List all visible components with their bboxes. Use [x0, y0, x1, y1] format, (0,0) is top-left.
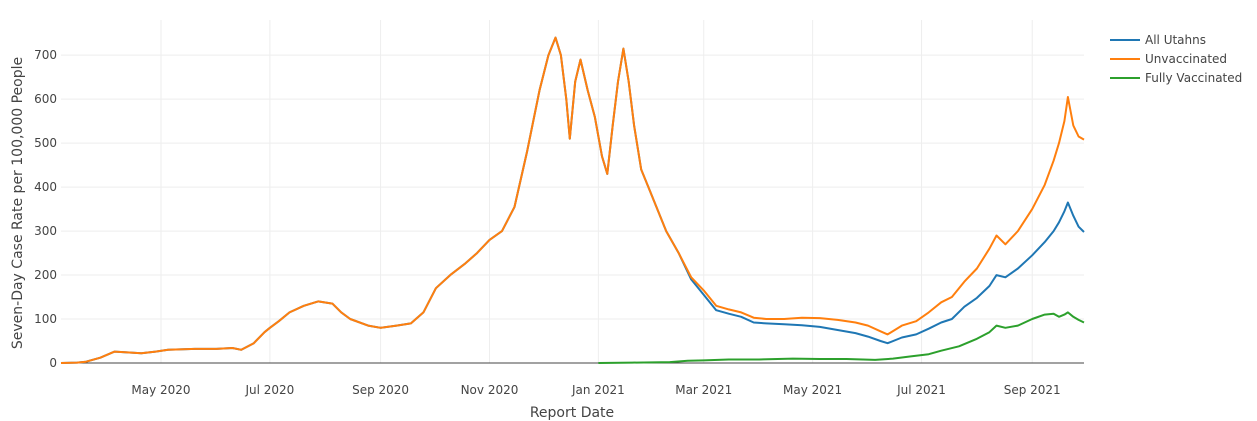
x-axis-title: Report Date [530, 405, 614, 421]
series-lines [60, 36, 1085, 364]
y-tick-label: 400 [34, 180, 57, 194]
y-tick-label: 300 [34, 224, 57, 238]
x-tick-label: Nov 2020 [461, 383, 519, 397]
y-axis-title: Seven-Day Case Rate per 100,000 People [10, 57, 26, 349]
x-tick-labels: May 2020 Jul 2020 Sep 2020 Nov 2020 Jan 2021… [131, 383, 1060, 397]
x-tick-label: Sep 2021 [1004, 383, 1061, 397]
legend-label: Fully Vaccinated [1145, 71, 1242, 85]
legend-label: Unvaccinated [1145, 52, 1227, 66]
legend-label: All Utahns [1145, 33, 1206, 47]
x-tick-label: May 2021 [783, 383, 842, 397]
y-tick-label: 500 [34, 136, 57, 150]
y-tick-label: 100 [34, 312, 57, 326]
series-line-fully-vaccinated [598, 311, 1085, 364]
x-tick-label: Jul 2021 [896, 383, 946, 397]
x-tick-label: Jul 2020 [244, 383, 294, 397]
y-tick-label: 700 [34, 48, 57, 62]
x-tick-label: Sep 2020 [352, 383, 409, 397]
x-tick-label: May 2020 [131, 383, 190, 397]
y-tick-label: 200 [34, 268, 57, 282]
x-tick-label: Jan 2021 [571, 383, 625, 397]
y-tick-label: 600 [34, 92, 57, 106]
series-line-all-utahns [60, 36, 1085, 364]
series-line-unvaccinated [60, 36, 1085, 364]
x-tick-label: Mar 2021 [675, 383, 732, 397]
y-tick-labels: 0 100 200 300 400 500 600 700 [34, 48, 57, 370]
legend-item-all-utahns[interactable]: All Utahns [1110, 33, 1206, 47]
legend[interactable]: All Utahns Unvaccinated Fully Vaccinated [1110, 33, 1242, 85]
legend-item-fully-vaccinated[interactable]: Fully Vaccinated [1110, 71, 1242, 85]
grid [61, 20, 1084, 364]
legend-item-unvaccinated[interactable]: Unvaccinated [1110, 52, 1227, 66]
y-tick-label: 0 [49, 356, 57, 370]
